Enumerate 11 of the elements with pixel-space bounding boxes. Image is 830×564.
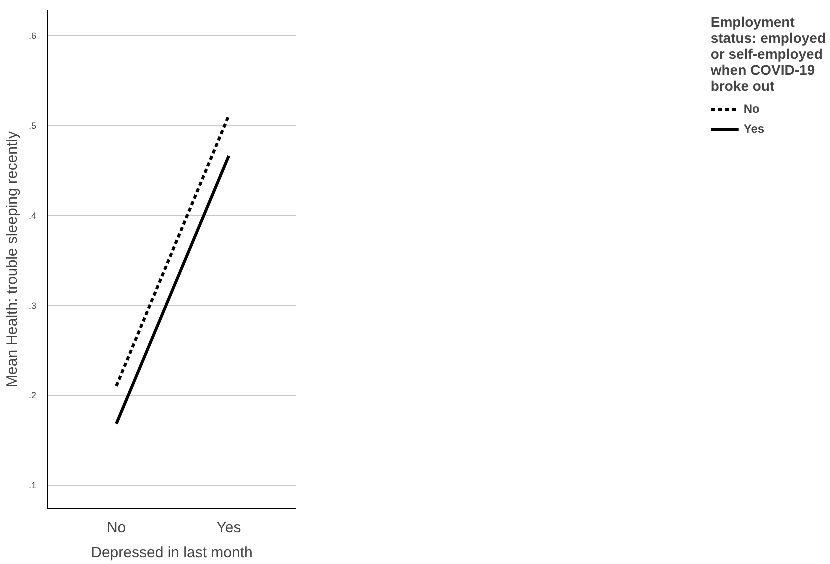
y-tick-label: .1 [28,480,37,491]
y-axis-title: Mean Health: trouble sleeping recently [4,131,21,388]
y-tick-label: .3 [28,300,37,311]
y-tick-label: .5 [28,121,37,132]
legend-label: No [744,102,761,116]
legend-label: Yes [744,122,765,136]
y-tick-label: .6 [28,31,37,42]
legend-title: Employment status: employed or self-employed when COVID-19 broke out [710,14,826,94]
y-tick-label: .4 [28,210,37,221]
y-tick-label: .2 [28,390,37,401]
x-axis-title: Depressed in last month [91,544,253,562]
